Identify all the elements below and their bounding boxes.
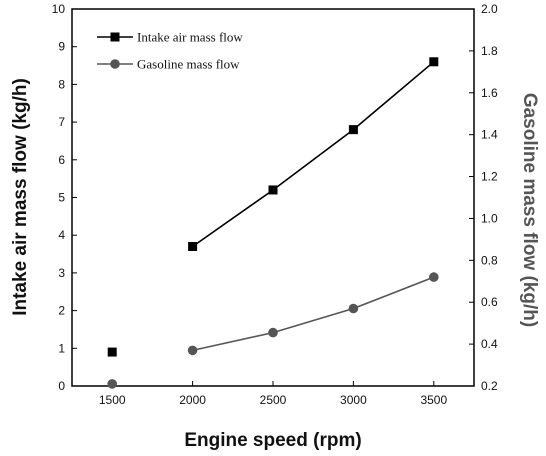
intake-air-point — [429, 57, 439, 67]
gasoline-point — [429, 272, 439, 282]
gasoline-point — [107, 379, 117, 389]
y-left-tick-label: 6 — [58, 153, 65, 167]
x-tick-label: 3500 — [420, 393, 447, 407]
y-right-tick-label: 1.6 — [481, 86, 498, 100]
intake-air-point — [107, 347, 117, 357]
gasoline-point — [268, 327, 278, 338]
intake-air-series-line — [192, 61, 435, 248]
y-right-tick-label: 1.4 — [481, 128, 498, 142]
y-left-tick-label: 3 — [58, 266, 65, 280]
legend-marker — [110, 59, 120, 69]
y-right-tick-label: 1.0 — [481, 211, 498, 225]
x-tick-label: 1500 — [99, 393, 126, 407]
x-tick-label: 2500 — [260, 393, 287, 407]
y-left-tick-label: 4 — [58, 228, 65, 242]
y-right-tick-label: 1.2 — [481, 170, 498, 184]
y-right-tick-label: 0.8 — [481, 253, 498, 267]
intake-air-point — [348, 125, 358, 135]
y-left-tick-label: 5 — [58, 191, 65, 205]
gasoline-point — [187, 345, 198, 356]
y-left-tick-label: 0 — [58, 379, 65, 393]
y-right-tick-label: 2.0 — [481, 2, 498, 16]
gasoline-series-line — [192, 276, 435, 352]
legend-entry-intake-air: Intake air mass flow — [97, 30, 243, 45]
intake-air-point — [188, 242, 198, 252]
legend-entry-gasoline: Gasoline mass flow — [97, 57, 240, 72]
y-axis-left-title: Intake air mass flow (kg/h) — [10, 78, 31, 316]
y-left-tick-label: 7 — [58, 115, 65, 129]
y-axis-right-title: Gasoline mass flow (kg/h) — [519, 93, 540, 327]
y-right-tick-label: 0.4 — [481, 337, 498, 351]
y-left-tick-label: 8 — [58, 77, 65, 91]
y-right-tick-label: 1.8 — [481, 44, 498, 58]
legend: Intake air mass flow Gasoline mass flow — [97, 30, 243, 72]
y-axis-left: 0 1 2 3 4 5 6 7 8 9 10 — [52, 2, 77, 393]
legend-marker — [110, 32, 120, 42]
y-left-tick-label: 1 — [58, 341, 65, 355]
y-right-tick-label: 0.2 — [481, 379, 498, 393]
gasoline-point — [348, 303, 359, 314]
series-layer — [107, 57, 439, 389]
x-axis-title: Engine speed (rpm) — [184, 430, 361, 451]
y-right-tick-label: 0.6 — [481, 295, 498, 309]
x-tick-label: 2000 — [179, 393, 206, 407]
y-left-tick-label: 9 — [58, 40, 65, 54]
y-left-tick-label: 10 — [52, 2, 66, 16]
legend-label: Intake air mass flow — [137, 30, 243, 45]
y-axis-right: 0.2 0.4 0.6 0.8 1.0 1.2 1.4 1.6 1.8 2.0 — [469, 2, 498, 393]
legend-label: Gasoline mass flow — [137, 57, 240, 72]
x-axis: 1500 2000 2500 3000 3500 — [99, 381, 447, 407]
intake-air-point — [268, 185, 278, 195]
y-left-tick-label: 2 — [58, 304, 65, 318]
x-tick-label: 3000 — [340, 393, 367, 407]
